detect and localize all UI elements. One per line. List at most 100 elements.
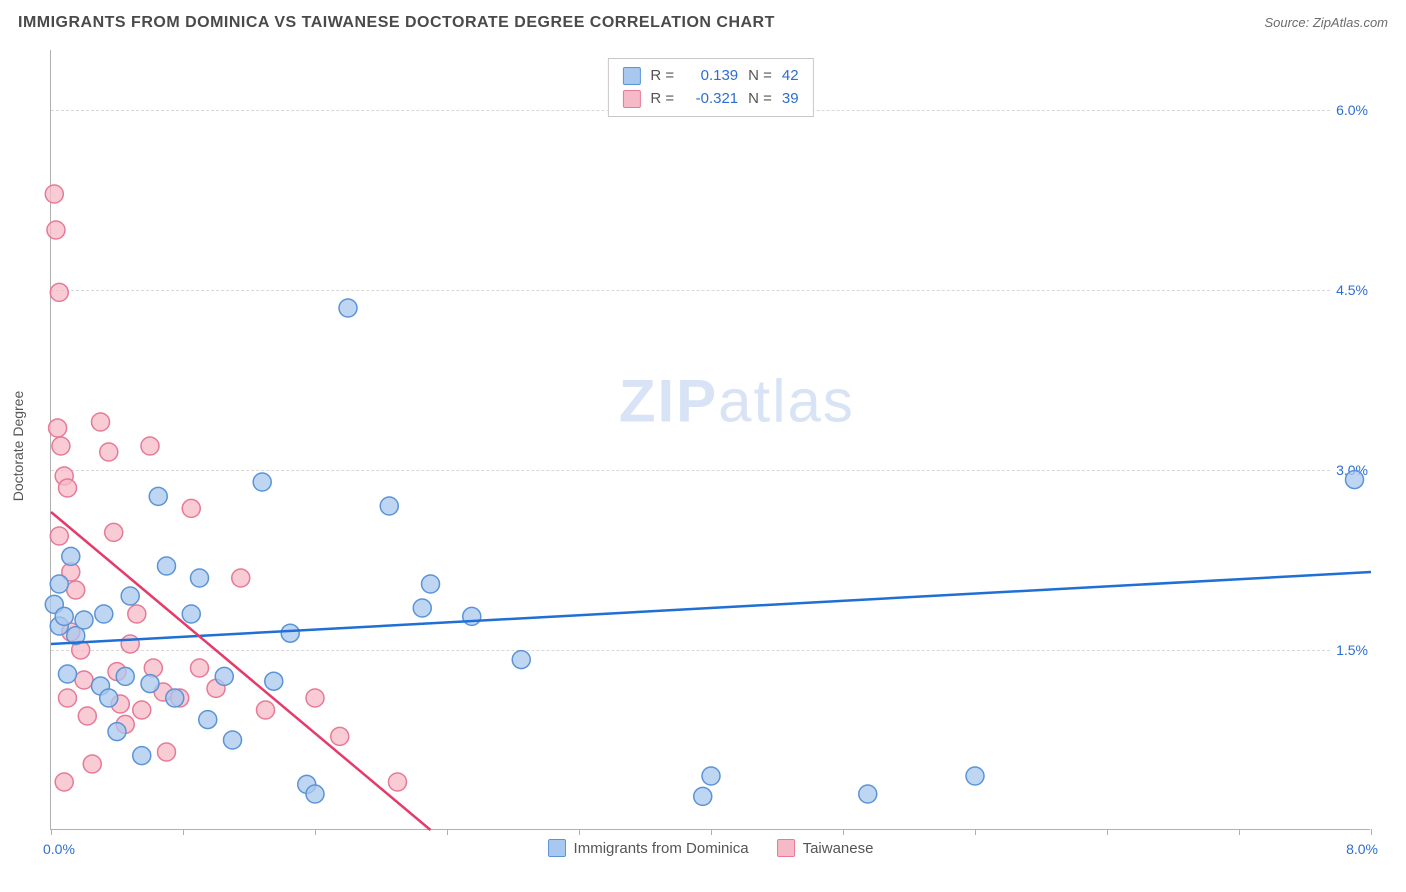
data-point — [133, 701, 151, 719]
chart-plot-area: ZIPatlas 1.5%3.0%4.5%6.0% 0.0% 8.0% R = … — [50, 50, 1370, 830]
data-point — [83, 755, 101, 773]
data-point — [191, 569, 209, 587]
data-point — [59, 665, 77, 683]
data-point — [413, 599, 431, 617]
n-label: N = — [748, 65, 772, 88]
data-point — [62, 547, 80, 565]
data-point — [141, 675, 159, 693]
legend-label-series2: Taiwanese — [803, 840, 874, 857]
x-axis-min-label: 0.0% — [43, 841, 75, 857]
data-point — [121, 587, 139, 605]
data-point — [265, 672, 283, 690]
data-point — [215, 667, 233, 685]
data-point — [166, 689, 184, 707]
x-tick — [1107, 829, 1108, 835]
data-point — [224, 731, 242, 749]
data-point — [128, 605, 146, 623]
data-point — [78, 707, 96, 725]
data-point — [47, 221, 65, 239]
data-point — [75, 611, 93, 629]
data-point — [232, 569, 250, 587]
data-point — [92, 413, 110, 431]
x-tick — [183, 829, 184, 835]
bottom-legend: Immigrants from Dominica Taiwanese — [548, 839, 874, 857]
x-tick — [711, 829, 712, 835]
data-point — [100, 443, 118, 461]
data-point — [422, 575, 440, 593]
data-point — [306, 689, 324, 707]
data-point — [463, 607, 481, 625]
data-point — [182, 499, 200, 517]
data-point — [108, 723, 126, 741]
data-point — [199, 711, 217, 729]
x-tick — [447, 829, 448, 835]
data-point — [144, 659, 162, 677]
scatter-svg — [51, 50, 1370, 829]
stats-row-series1: R = 0.139 N = 42 — [622, 65, 798, 88]
data-point — [45, 185, 63, 203]
legend-item-series1: Immigrants from Dominica — [548, 839, 749, 857]
data-point — [257, 701, 275, 719]
data-point — [105, 523, 123, 541]
x-tick — [1371, 829, 1372, 835]
data-point — [158, 557, 176, 575]
data-point — [694, 787, 712, 805]
y-axis-title: Doctorate Degree — [10, 391, 26, 502]
data-point — [158, 743, 176, 761]
chart-title: IMMIGRANTS FROM DOMINICA VS TAIWANESE DO… — [18, 14, 775, 32]
data-point — [182, 605, 200, 623]
chart-source: Source: ZipAtlas.com — [1264, 15, 1388, 30]
x-tick — [843, 829, 844, 835]
legend-item-series2: Taiwanese — [777, 839, 874, 857]
data-point — [95, 605, 113, 623]
data-point — [281, 624, 299, 642]
data-point — [50, 575, 68, 593]
data-point — [331, 727, 349, 745]
stats-box: R = 0.139 N = 42 R = -0.321 N = 39 — [607, 58, 813, 117]
data-point — [141, 437, 159, 455]
n-value-series2: 39 — [782, 88, 799, 111]
data-point — [149, 487, 167, 505]
swatch-series2 — [622, 90, 640, 108]
swatch-series1 — [622, 67, 640, 85]
x-axis-max-label: 8.0% — [1346, 841, 1378, 857]
r-label: R = — [650, 65, 674, 88]
r-value-series1: 0.139 — [684, 65, 738, 88]
legend-swatch-series1 — [548, 839, 566, 857]
data-point — [67, 581, 85, 599]
data-point — [59, 689, 77, 707]
data-point — [55, 773, 73, 791]
x-tick — [975, 829, 976, 835]
x-tick — [51, 829, 52, 835]
data-point — [191, 659, 209, 677]
data-point — [116, 667, 134, 685]
n-value-series1: 42 — [782, 65, 799, 88]
data-point — [859, 785, 877, 803]
data-point — [702, 767, 720, 785]
data-point — [59, 479, 77, 497]
data-point — [133, 747, 151, 765]
x-tick — [579, 829, 580, 835]
legend-swatch-series2 — [777, 839, 795, 857]
data-point — [52, 437, 70, 455]
data-point — [55, 607, 73, 625]
x-tick — [1239, 829, 1240, 835]
data-point — [380, 497, 398, 515]
data-point — [512, 651, 530, 669]
x-tick — [315, 829, 316, 835]
data-point — [1346, 471, 1364, 489]
data-point — [50, 283, 68, 301]
data-point — [339, 299, 357, 317]
r-label: R = — [650, 88, 674, 111]
data-point — [75, 671, 93, 689]
data-point — [49, 419, 67, 437]
data-point — [253, 473, 271, 491]
n-label: N = — [748, 88, 772, 111]
legend-label-series1: Immigrants from Dominica — [574, 840, 749, 857]
data-point — [389, 773, 407, 791]
stats-row-series2: R = -0.321 N = 39 — [622, 88, 798, 111]
data-point — [100, 689, 118, 707]
chart-header: IMMIGRANTS FROM DOMINICA VS TAIWANESE DO… — [18, 14, 1388, 32]
data-point — [966, 767, 984, 785]
data-point — [121, 635, 139, 653]
